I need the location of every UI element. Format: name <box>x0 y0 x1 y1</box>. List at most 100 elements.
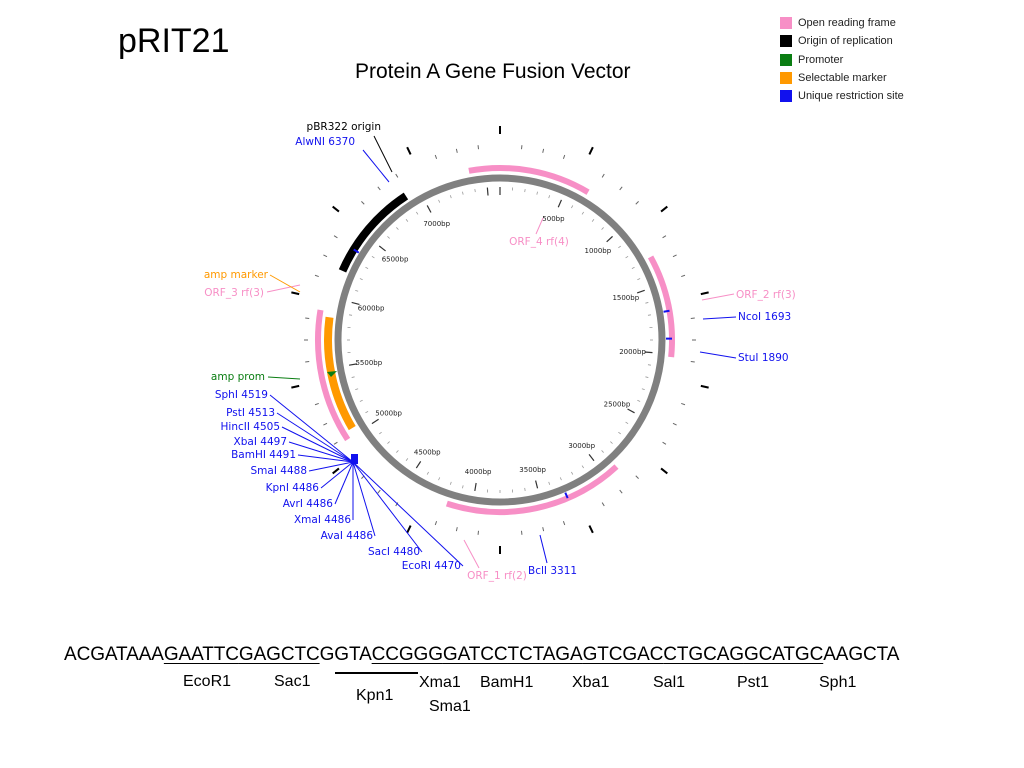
label-orf2-leader <box>701 293 735 301</box>
seq-segment: ACGATAAA <box>64 644 164 665</box>
scale-tick <box>635 475 639 479</box>
bp-tick <box>351 301 360 305</box>
site-label-kpn1: Kpn1 <box>356 687 394 704</box>
seq-segment-xba1: TCTAGA <box>507 644 583 665</box>
site-label-sma1: Sma1 <box>429 698 471 715</box>
scale-tick <box>660 467 668 475</box>
site-mark-bcli <box>564 492 569 499</box>
bp-tick <box>631 266 635 269</box>
scale-tick <box>619 489 623 494</box>
site-label-bamh1: BamH1 <box>480 674 534 691</box>
site-mark-ncoi <box>663 309 670 313</box>
label-alwni: AlwNI 6370 <box>295 136 355 148</box>
legend-label-promoter: Promoter <box>798 53 844 66</box>
label-orf1: ORF_1 rf(2) <box>467 570 527 582</box>
seq-segment-ecor1: GAATTC <box>163 644 239 665</box>
scale-tick <box>662 235 667 239</box>
scale-tick <box>588 146 594 155</box>
scale-tick <box>395 502 399 507</box>
seq-segment-pst1: CTGCAG <box>663 644 744 665</box>
bp-tick <box>355 289 359 292</box>
leader-psti <box>276 412 354 463</box>
scale-tick <box>323 422 328 426</box>
label-orf4-leader <box>535 217 544 235</box>
bp-tick <box>601 227 604 230</box>
bp-tick-label: 6000bp <box>358 304 385 312</box>
label-bcli: BclI 3311 <box>528 565 577 577</box>
legend-item-site: Unique restriction site <box>780 87 904 105</box>
bp-tick <box>535 480 539 489</box>
scale-tick <box>542 527 545 532</box>
bp-tick <box>637 399 641 402</box>
label-hincii: HincII 4505 <box>221 421 281 433</box>
orf2-arc <box>647 255 675 358</box>
legend-swatch-orf <box>780 17 792 30</box>
bp-tick <box>581 465 585 469</box>
seq-segment: AAGCTA <box>823 644 900 665</box>
scale-tick <box>333 441 338 445</box>
bp-tick <box>387 441 390 444</box>
scale-tick <box>291 384 300 389</box>
bp-tick <box>365 411 369 414</box>
origin-arc <box>338 192 409 273</box>
site-label-ecor1: EcoR1 <box>183 673 232 690</box>
scale-tick <box>332 467 340 475</box>
bp-tick <box>571 471 574 475</box>
label-orf3-leader <box>266 284 301 293</box>
bp-tick <box>359 399 363 402</box>
scale-tick <box>333 235 338 239</box>
bp-tick <box>355 388 359 391</box>
page-subtitle: Protein A Gene Fusion Vector <box>355 60 631 83</box>
bp-tick-label: 7000bp <box>423 220 450 228</box>
bp-tick <box>571 205 574 209</box>
orf4-arc <box>468 165 590 195</box>
scale-tick <box>700 384 709 389</box>
leader-saci <box>352 461 423 553</box>
bp-tick <box>591 219 595 222</box>
bp-tick-label: 4000bp <box>465 468 492 476</box>
scale-tick <box>455 527 458 532</box>
seq-segment-sac1: GAGCTC <box>238 644 320 665</box>
scale-tick <box>455 148 458 153</box>
seq-segment-xma1: CCGGG <box>371 644 443 665</box>
site-label-sal1: Sal1 <box>653 674 686 691</box>
scale-tick <box>601 173 605 178</box>
bp-tick-label: 3000bp <box>568 442 595 450</box>
bp-tick <box>462 191 464 195</box>
scale-tick <box>314 274 319 278</box>
scale-tick <box>588 525 594 534</box>
bp-tick-label: 1500bp <box>612 294 639 302</box>
bp-tick <box>415 461 422 469</box>
site-label-pst1: Pst1 <box>737 674 770 691</box>
legend-label-origin: Origin of replication <box>798 35 893 48</box>
legend-label-orf: Open reading frame <box>798 17 896 30</box>
scale-tick <box>619 186 623 191</box>
orf3-arc <box>315 309 351 442</box>
bp-tick <box>641 388 645 391</box>
bp-tick <box>426 205 432 213</box>
bp-tick <box>351 376 355 378</box>
scale-tick <box>434 154 438 159</box>
leader-smai <box>308 461 354 472</box>
label-psti: PstI 4513 <box>226 407 275 419</box>
scale-tick <box>700 291 709 296</box>
bp-tick <box>387 236 390 239</box>
label-amp-marker-leader <box>269 274 301 293</box>
legend-swatch-promoter <box>780 53 792 66</box>
plasmid-map: 500bp 1000bp 1500bp 2000bp 2500bp 3000bp 3500b… <box>204 121 796 582</box>
scale-tick <box>542 148 545 153</box>
mcs-cluster-mark <box>351 454 358 464</box>
bp-tick-label: 5500bp <box>355 359 382 367</box>
site-label-sac1: Sac1 <box>274 673 311 690</box>
orf1-arc <box>445 464 619 515</box>
scale-tick <box>406 146 412 155</box>
scale-tick <box>323 254 328 258</box>
scale-tick <box>681 402 686 406</box>
label-pbr322-origin: pBR322 origin <box>307 121 381 133</box>
bp-tick <box>618 245 621 249</box>
legend: Open reading frame Origin of replication… <box>780 14 904 105</box>
label-saci: SacI 4480 <box>368 546 420 558</box>
scale-tick <box>377 186 381 191</box>
label-sphi: SphI 4519 <box>215 389 268 401</box>
bp-tick <box>359 278 363 281</box>
